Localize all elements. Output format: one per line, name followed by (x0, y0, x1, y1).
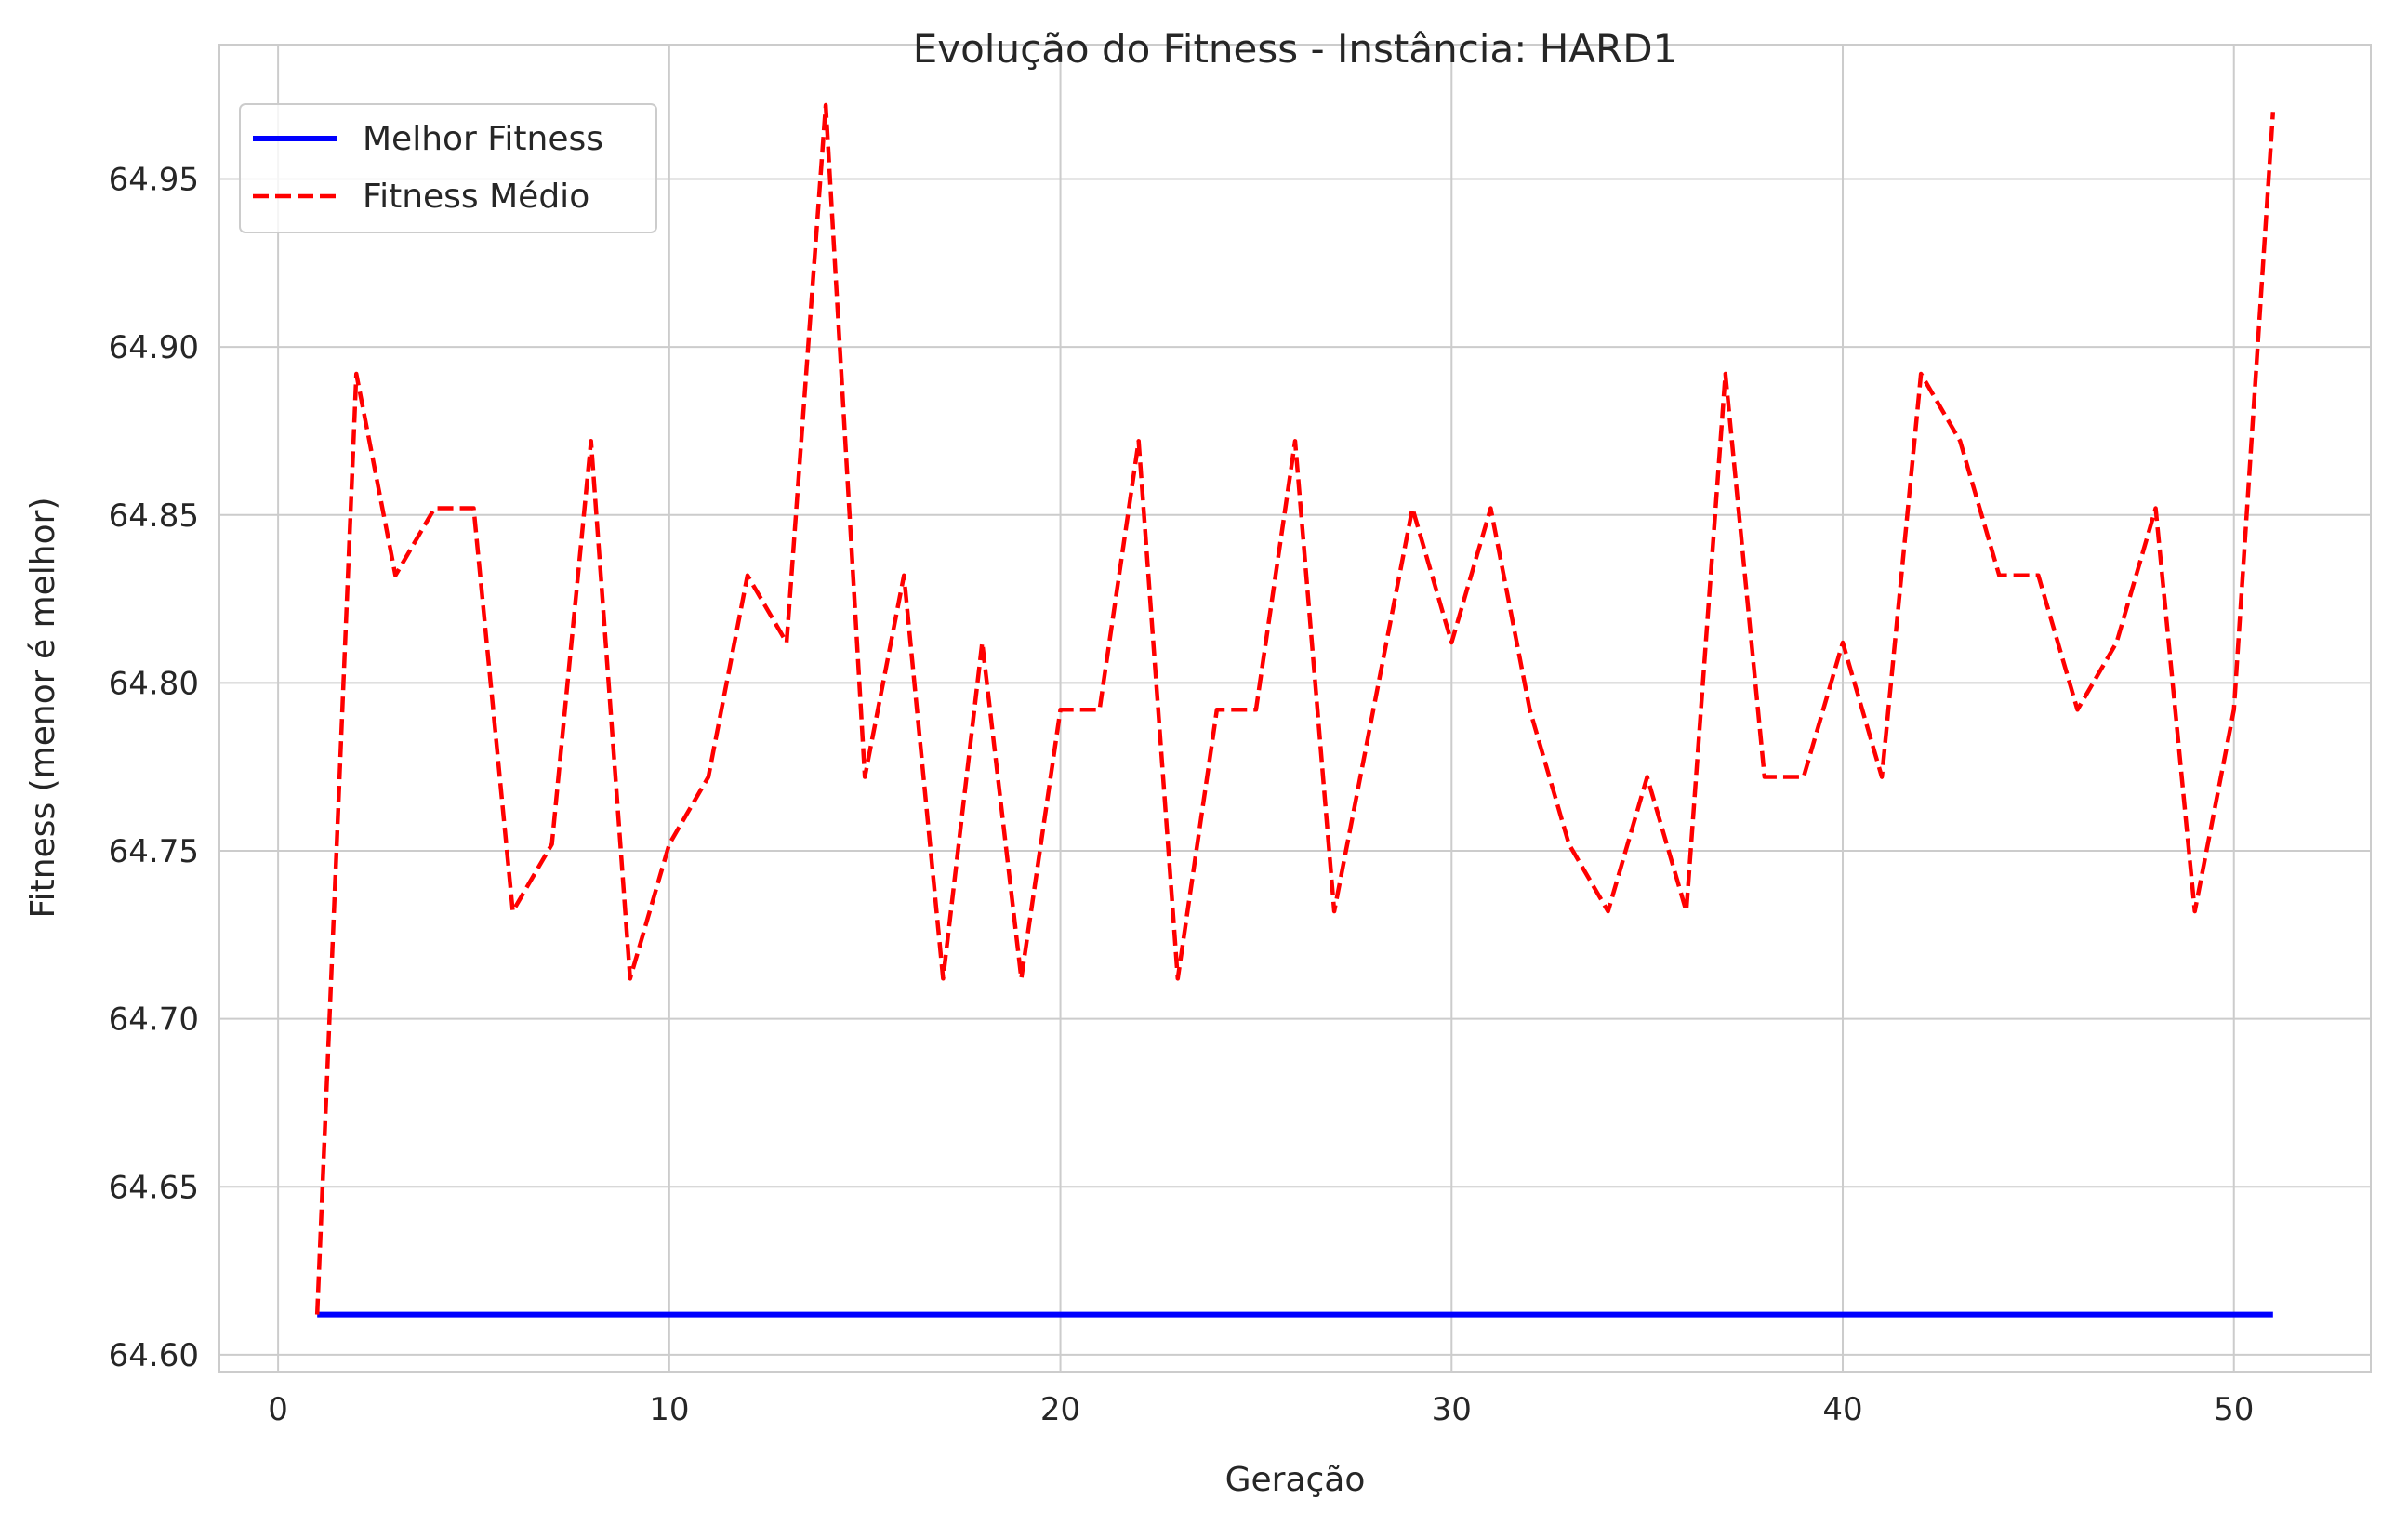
y-tick-label: 64.90 (109, 329, 199, 366)
y-axis-title: Fitness (menor é melhor) (24, 497, 62, 919)
legend: Melhor Fitness Fitness Médio (240, 104, 656, 232)
x-tick-label: 10 (649, 1391, 689, 1428)
legend-label-melhor-fitness: Melhor Fitness (363, 120, 603, 158)
chart-title: Evolução do Fitness - Instância: HARD1 (913, 26, 1678, 72)
y-tick-label: 64.60 (109, 1337, 199, 1374)
x-tick-label: 20 (1040, 1391, 1080, 1428)
x-tick-label: 50 (2214, 1391, 2254, 1428)
y-tick-label: 64.85 (109, 497, 199, 535)
x-tick-label: 40 (1822, 1391, 1862, 1428)
y-tick-label: 64.80 (109, 665, 199, 702)
y-tick-label: 64.70 (109, 1001, 199, 1039)
y-tick-label: 64.75 (109, 833, 199, 870)
x-tick-label: 0 (268, 1391, 288, 1428)
x-axis-title: Geração (1225, 1461, 1366, 1499)
legend-label-fitness-medio: Fitness Médio (363, 178, 589, 216)
x-tick-label: 30 (1432, 1391, 1472, 1428)
y-tick-label: 64.95 (109, 162, 199, 199)
y-tick-label: 64.65 (109, 1169, 199, 1206)
